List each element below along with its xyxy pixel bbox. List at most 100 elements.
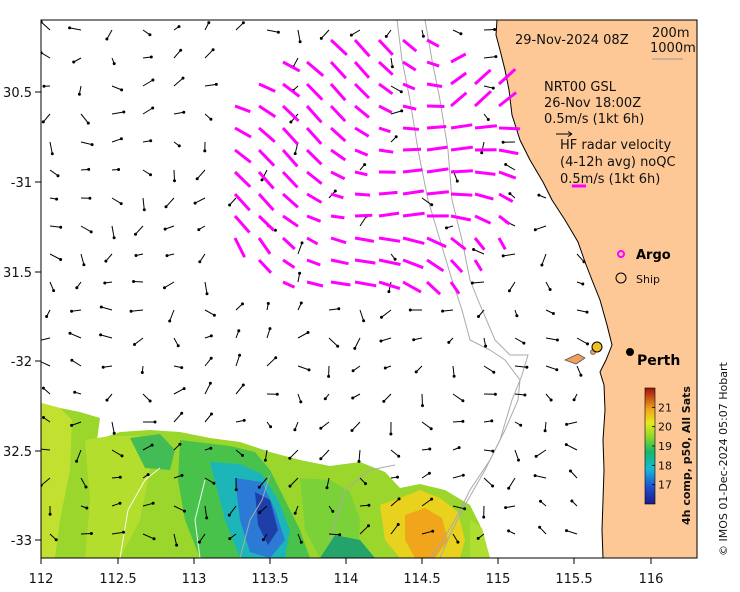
y-tick-label: -33 bbox=[11, 534, 32, 549]
geostrophic-arrowhead bbox=[504, 163, 508, 166]
ship-marker[interactable] bbox=[591, 341, 603, 353]
geostrophic-arrowhead bbox=[421, 34, 425, 38]
geostrophic-arrowhead bbox=[38, 448, 40, 450]
geostrophic-arrowhead bbox=[208, 381, 212, 385]
geostrophic-arrowhead bbox=[447, 340, 451, 344]
hf-radar-arrow bbox=[329, 126, 347, 143]
geostrophic-arrowhead bbox=[120, 88, 124, 92]
geostrophic-arrowhead bbox=[175, 543, 179, 547]
geostrophic-arrowhead bbox=[75, 459, 79, 463]
geostrophic-arrowhead bbox=[293, 428, 297, 432]
geostrophic-arrow bbox=[483, 56, 496, 59]
geostrophic-arrow bbox=[194, 197, 206, 204]
hf-radar-arrow bbox=[450, 91, 468, 108]
y-tick-label: 30.5 bbox=[3, 86, 32, 101]
geostrophic-arrow bbox=[483, 29, 495, 31]
geostrophic-arrow bbox=[452, 420, 463, 423]
hf-radar-arrow bbox=[258, 82, 276, 93]
geostrophic-arrowhead bbox=[148, 33, 152, 37]
geostrophic-arrow bbox=[173, 111, 184, 115]
geostrophic-arrowhead bbox=[382, 399, 386, 403]
hf-radar-arrow bbox=[354, 126, 370, 138]
hf-radar-arrow bbox=[402, 38, 418, 53]
hf-radar-arrow bbox=[473, 68, 492, 86]
hf-radar-arrow bbox=[450, 71, 468, 86]
geostrophic-arrowhead bbox=[414, 370, 418, 374]
geostrophic-arrowhead bbox=[205, 292, 209, 296]
x-tick-label: 115 bbox=[486, 572, 511, 587]
geostrophic-arrowhead bbox=[212, 313, 216, 317]
hf-radar-arrow bbox=[281, 170, 299, 189]
y-tick-label: 32.5 bbox=[3, 445, 32, 460]
geostrophic-arrowhead bbox=[507, 486, 511, 490]
geostrophic-arrowhead bbox=[149, 55, 153, 59]
hf-radar-arrow bbox=[378, 126, 391, 134]
geostrophic-arrowhead bbox=[149, 139, 153, 143]
hf-radar-arrow bbox=[426, 167, 449, 174]
geostrophic-arrowhead bbox=[112, 62, 116, 66]
geostrophic-arrowhead bbox=[182, 387, 186, 391]
geostrophic-arrowhead bbox=[59, 258, 63, 261]
geostrophic-arrowhead bbox=[463, 507, 467, 511]
geostrophic-arrowhead bbox=[338, 533, 342, 537]
geostrophic-arrow bbox=[421, 421, 432, 430]
hf-radar-arrow bbox=[354, 236, 375, 243]
geostrophic-arrow bbox=[566, 530, 578, 535]
geostrophic-arrowhead bbox=[164, 205, 168, 209]
geostrophic-arrowhead bbox=[540, 263, 544, 267]
geostrophic-arrowhead bbox=[350, 429, 354, 432]
geostrophic-arrowhead bbox=[85, 506, 89, 510]
geostrophic-arrowhead bbox=[134, 254, 138, 257]
geostrophic-arrowhead bbox=[153, 420, 157, 424]
map-timestamp: 29-Nov-2024 08Z bbox=[515, 33, 629, 48]
geostrophic-arrow bbox=[354, 337, 361, 349]
geostrophic-arrow bbox=[442, 309, 454, 312]
geostrophic-arrowhead bbox=[384, 34, 388, 38]
hf-radar-arrow bbox=[498, 148, 519, 156]
hf-radar-arrow bbox=[354, 213, 373, 218]
isobath-lines-over-sst bbox=[119, 467, 206, 558]
geostrophic-arrow bbox=[264, 449, 268, 461]
geostrophic-arrow bbox=[297, 365, 310, 371]
geostrophic-arrow bbox=[69, 332, 82, 339]
geostrophic-arrow bbox=[80, 225, 92, 233]
geostrophic-arrowhead bbox=[122, 530, 125, 534]
hf-radar-arrow bbox=[282, 60, 301, 73]
hf-radar-arrow bbox=[354, 170, 368, 177]
geostrophic-arrow bbox=[173, 412, 183, 423]
geostrophic-arrowhead bbox=[273, 228, 277, 232]
geostrophic-arrowhead bbox=[427, 471, 431, 475]
geostrophic-arrowhead bbox=[564, 443, 568, 447]
geostrophic-arrowhead bbox=[197, 540, 201, 544]
geostrophic-arrowhead bbox=[484, 344, 488, 348]
hf-radar-arrow bbox=[306, 170, 323, 185]
hf-radar-arrow bbox=[378, 236, 401, 243]
geostrophic-arrowhead bbox=[257, 485, 261, 489]
geostrophic-arrow bbox=[328, 308, 339, 311]
geostrophic-arrowhead bbox=[75, 286, 79, 290]
geostrophic-arrow bbox=[514, 449, 519, 461]
geostrophic-arrowhead bbox=[181, 76, 185, 80]
x-tick-label: 114 bbox=[334, 572, 359, 587]
hf-radar-arrow bbox=[426, 258, 445, 273]
geostrophic-arrow bbox=[383, 393, 392, 402]
perth-marker-icon bbox=[626, 348, 634, 356]
hf-radar-arrow bbox=[257, 258, 273, 274]
hf-radar-arrow bbox=[474, 214, 492, 225]
geostrophic-arrowhead bbox=[77, 92, 81, 96]
geostrophic-arrowhead bbox=[397, 497, 401, 501]
geostrophic-arrowhead bbox=[477, 315, 480, 318]
geostrophic-arrow bbox=[49, 141, 53, 154]
hf-radar-arrow bbox=[305, 148, 323, 166]
geostrophic-arrow bbox=[541, 253, 547, 266]
geostrophic-arrow bbox=[133, 281, 144, 283]
hf-radar-arrow bbox=[281, 236, 296, 251]
geostrophic-arrow bbox=[570, 470, 578, 479]
geostrophic-arrow bbox=[452, 533, 459, 543]
geostrophic-arrow bbox=[204, 309, 215, 316]
geostrophic-arrow bbox=[576, 365, 582, 376]
hf-radar-arrow bbox=[282, 258, 296, 269]
geostrophic-arrowhead bbox=[367, 524, 370, 528]
geostrophic-arrow bbox=[142, 107, 153, 115]
geostrophic-arrow bbox=[41, 448, 51, 451]
